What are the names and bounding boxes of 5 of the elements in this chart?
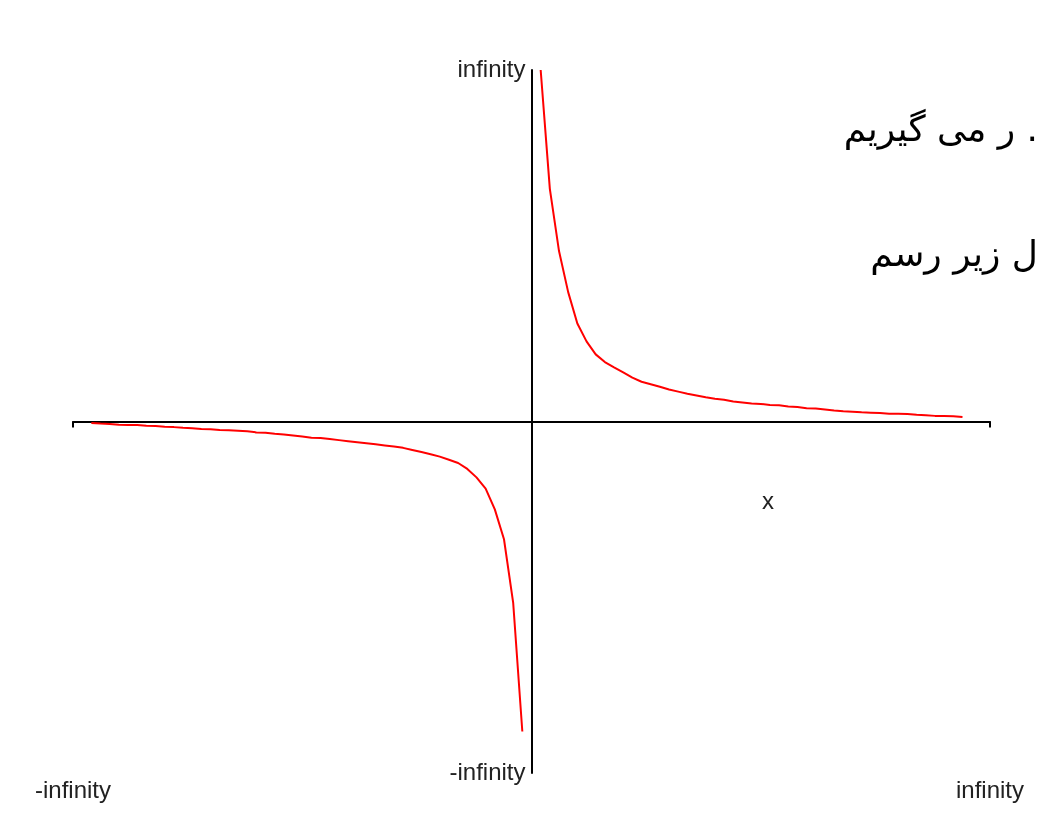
text: -infinity (449, 757, 526, 785)
annotation: ل زیر رسم (870, 232, 1039, 275)
x-axis-title: x (762, 486, 774, 514)
annotation: ر می گیریم . (843, 107, 1039, 150)
annotation: infinity (457, 54, 526, 82)
